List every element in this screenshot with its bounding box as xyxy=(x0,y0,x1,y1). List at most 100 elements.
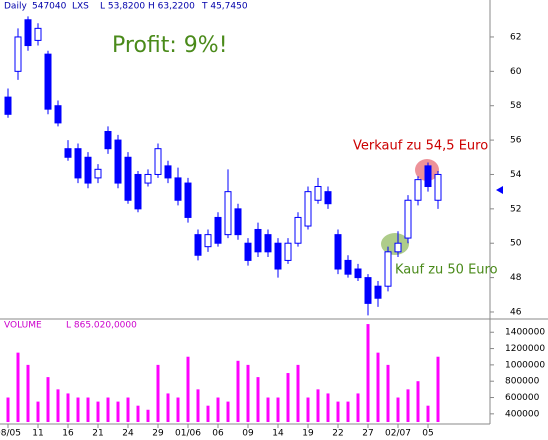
volume-bar xyxy=(306,397,310,422)
volume-bar xyxy=(276,397,280,422)
volume-bar xyxy=(186,356,190,422)
volume-bar xyxy=(386,364,390,422)
header-field: L 53,8200 xyxy=(100,2,145,12)
y-tick-label: 50 xyxy=(510,239,522,249)
candle-body xyxy=(394,242,402,253)
candle-body xyxy=(324,191,332,205)
candle-body xyxy=(374,285,382,299)
candle-body xyxy=(364,277,372,304)
candle-body xyxy=(74,148,82,179)
volume-bar xyxy=(196,389,200,422)
volume-bar xyxy=(346,401,350,422)
volume-bar xyxy=(416,381,420,422)
volume-bar xyxy=(226,401,230,422)
y-tick-label: 1200000 xyxy=(505,344,545,354)
candle-body xyxy=(214,216,222,244)
volume-bar xyxy=(376,352,380,422)
profit-annotation: Profit: 9%! xyxy=(112,33,228,58)
candle-body xyxy=(354,268,362,279)
candle-body xyxy=(294,216,302,244)
candle-body xyxy=(14,36,22,72)
y-tick-label: 60 xyxy=(510,67,522,77)
candle-body xyxy=(134,173,142,210)
sell-annotation: Verkauf zu 54,5 Euro xyxy=(353,139,488,154)
y-tick-label: 56 xyxy=(510,136,522,146)
x-tick-label: 29 xyxy=(152,429,164,439)
y-tick-label: 54 xyxy=(510,170,522,180)
x-tick-label: 16 xyxy=(62,429,74,439)
volume-bar xyxy=(356,393,360,422)
x-tick-label: 27 xyxy=(362,429,373,439)
volume-bar xyxy=(396,397,400,422)
candle-body xyxy=(204,234,212,248)
volume-bar xyxy=(146,409,150,422)
candle-body xyxy=(404,199,412,239)
volume-bar xyxy=(326,393,330,422)
x-tick-label: 22 xyxy=(332,429,343,439)
candle-body xyxy=(234,208,242,236)
volume-bar xyxy=(336,401,340,422)
volume-bar xyxy=(436,356,440,422)
volume-bar xyxy=(106,397,110,422)
x-tick-label: 08/05 xyxy=(0,429,21,439)
y-tick-label: 800000 xyxy=(505,377,540,387)
candle-body xyxy=(284,242,292,261)
volume-bar xyxy=(16,352,20,422)
buy-annotation: Kauf zu 50 Euro xyxy=(395,263,498,278)
volume-bar xyxy=(316,389,320,422)
candle-body xyxy=(164,165,172,179)
candle-body xyxy=(244,242,252,261)
y-tick-label: 46 xyxy=(510,307,522,317)
candle-body xyxy=(174,177,182,201)
volume-bar xyxy=(236,360,240,422)
volume-bar xyxy=(126,397,130,422)
candle-body xyxy=(34,27,42,41)
y-tick-label: 48 xyxy=(510,273,522,283)
volume-bar xyxy=(286,373,290,422)
candle-body xyxy=(184,182,192,218)
candle-body xyxy=(84,156,92,184)
y-tick-label: 58 xyxy=(510,101,522,111)
volume-bar xyxy=(136,405,140,422)
candle-body xyxy=(224,191,232,236)
volume-bar xyxy=(256,377,260,422)
x-tick-label: 14 xyxy=(272,429,284,439)
volume-bar xyxy=(116,401,120,422)
candle-body xyxy=(314,186,322,201)
candle-body xyxy=(44,53,52,110)
volume-bar xyxy=(296,364,300,422)
candle-body xyxy=(274,242,282,270)
volume-bar xyxy=(206,405,210,422)
candle-body xyxy=(384,251,392,287)
candle-body xyxy=(334,234,342,270)
candle-body xyxy=(114,139,122,184)
x-tick-label: 24 xyxy=(122,429,134,439)
volume-bar xyxy=(246,364,250,422)
candle-body xyxy=(124,156,132,201)
volume-bar xyxy=(176,397,180,422)
y-tick-label: 62 xyxy=(510,32,521,42)
header-field: T 45,7450 xyxy=(201,2,248,12)
header-field: LXS xyxy=(72,2,89,12)
y-tick-label: 400000 xyxy=(505,409,540,419)
volume-bar xyxy=(76,397,80,422)
y-tick-label: 1400000 xyxy=(505,328,545,338)
candle-body xyxy=(254,228,262,253)
x-tick-label: 06 xyxy=(212,429,224,439)
candle-body xyxy=(304,191,312,227)
candle-body xyxy=(414,179,422,201)
y-tick-label: 52 xyxy=(510,204,521,214)
candle-body xyxy=(104,130,112,150)
volume-bar xyxy=(166,393,170,422)
x-tick-label: 19 xyxy=(302,429,314,439)
candle-body xyxy=(424,165,432,188)
candle-body xyxy=(4,96,12,115)
candle-body xyxy=(64,148,72,158)
volume-bar xyxy=(26,364,30,422)
candle-body xyxy=(434,173,442,201)
volume-bar xyxy=(406,389,410,422)
x-tick-label: 02/07 xyxy=(385,429,411,439)
volume-bar xyxy=(266,397,270,422)
